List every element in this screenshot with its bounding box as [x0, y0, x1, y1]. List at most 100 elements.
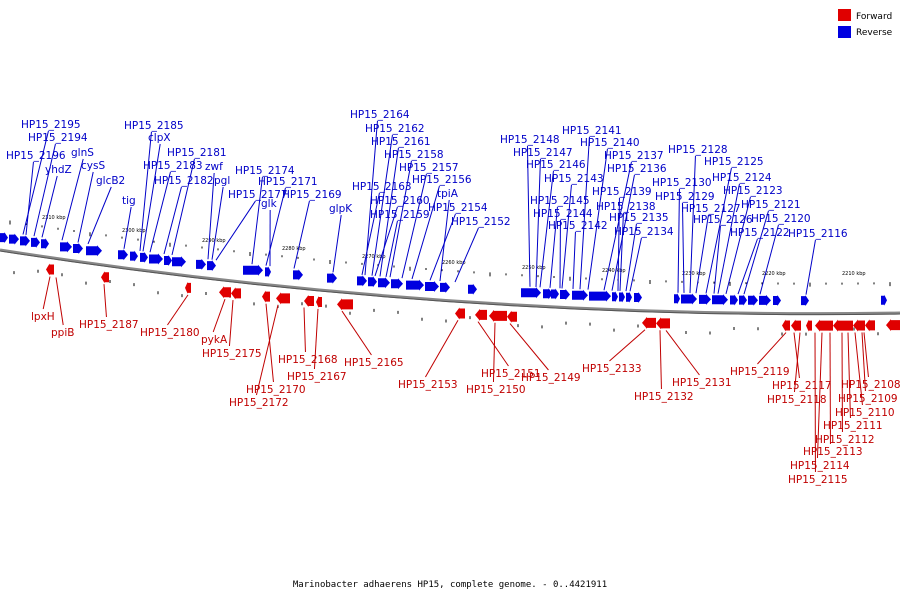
leader-line — [42, 276, 51, 310]
leader-line — [477, 321, 509, 367]
reverse-gene-label: HP15_2138 — [596, 201, 656, 213]
leader-line — [572, 231, 576, 289]
reverse-gene-arrow — [118, 249, 128, 261]
reverse-gene-arrow — [293, 269, 303, 281]
leader-line — [757, 332, 787, 365]
forward-gene-arrow — [46, 263, 54, 276]
leader-line — [22, 130, 49, 235]
leader-line — [425, 320, 459, 378]
reverse-gene-label: glcB2 — [96, 175, 125, 187]
scale-label: 2300 kbp — [122, 228, 146, 234]
leader-line — [492, 322, 496, 383]
map-caption: Marinobacter adhaerens HP15, complete ge… — [293, 580, 607, 590]
leader-line — [743, 210, 769, 295]
reverse-gene-label: HP15_2125 — [704, 156, 764, 168]
reverse-gene-arrow — [712, 294, 728, 306]
forward-gene-label: HP15_2180 — [140, 327, 200, 339]
reverse-gene-arrow — [560, 289, 570, 301]
scale-label: 2230 kbp — [682, 271, 706, 277]
reverse-gene-label: glnS — [71, 147, 94, 159]
leader-line — [561, 184, 572, 289]
leader-line — [411, 185, 440, 280]
forward-gene-arrow — [815, 319, 833, 332]
leader-line — [103, 284, 107, 318]
forward-gene-arrow — [231, 287, 241, 300]
leader-line — [215, 200, 256, 261]
reverse-gene-arrow — [0, 232, 8, 244]
leader-line — [793, 332, 800, 379]
leader-line — [361, 192, 380, 275]
reverse-gene-arrow — [612, 291, 618, 303]
forward-gene-label: HP15_2113 — [803, 446, 863, 458]
reverse-gene-label: HP15_2181 — [167, 147, 227, 159]
leader-line — [659, 330, 662, 390]
reverse-gene-label: HP15_2122 — [730, 227, 790, 239]
leader-line — [609, 329, 646, 362]
reverse-gene-arrow — [207, 260, 216, 272]
leader-line — [689, 155, 696, 294]
reverse-gene-arrow — [406, 279, 424, 291]
leader-line — [61, 158, 84, 241]
forward-gene-arrow — [782, 319, 790, 332]
reverse-gene-label: HP15_2163 — [352, 181, 412, 193]
forward-gene-label: HP15_2149 — [521, 372, 581, 384]
leader-line — [142, 143, 161, 252]
reverse-gene-arrow — [440, 281, 450, 293]
leader-line — [332, 214, 342, 273]
leader-line — [171, 158, 195, 256]
forward-gene-arrow — [853, 319, 865, 332]
reverse-gene-label: HP15_2177 — [228, 189, 288, 201]
reverse-gene-arrow — [391, 278, 403, 290]
leader-line — [385, 220, 398, 277]
reverse-gene-label: HP15_2156 — [412, 174, 472, 186]
reverse-gene-arrow — [243, 264, 263, 276]
leader-line — [854, 332, 863, 406]
forward-gene-label: HP15_2133 — [582, 363, 642, 375]
reverse-gene-label: HP15_2146 — [526, 159, 586, 171]
reverse-gene-arrow — [801, 295, 809, 307]
forward-gene-arrow — [806, 319, 812, 332]
scale-ticks — [9, 220, 891, 336]
leader-line — [41, 175, 58, 238]
leader-line — [163, 186, 182, 255]
reverse-gene-arrow — [739, 294, 747, 306]
forward-gene-label: HP15_2172 — [229, 397, 289, 409]
forward-gene-label: HP15_2119 — [730, 366, 790, 378]
forward-gene-arrow — [886, 319, 900, 332]
leader-line — [793, 332, 801, 393]
leader-line — [341, 310, 372, 356]
scale-label: 2240 kbp — [602, 268, 626, 274]
forward-gene-label: ppiB — [51, 327, 74, 339]
reverse-gene-label: HP15_2121 — [741, 199, 801, 211]
reverse-gene-arrow — [31, 236, 40, 248]
reverse-gene-arrow — [378, 277, 390, 289]
leader-line — [401, 173, 427, 279]
reverse-gene-arrow — [425, 280, 439, 292]
reverse-gene-arrow — [60, 241, 72, 253]
leader-line — [33, 143, 56, 237]
reverse-gene-label: clpX — [148, 132, 171, 144]
leader-line — [429, 213, 456, 281]
leader-line — [805, 239, 816, 295]
leader-line — [861, 332, 866, 392]
reverse-gene-label: HP15_2120 — [751, 213, 811, 225]
reverse-gene-arrow — [881, 294, 887, 306]
leader-line — [379, 147, 399, 277]
reverse-gene-label: HP15_2137 — [604, 150, 664, 162]
forward-gene-arrow — [833, 319, 853, 332]
label-leader-lines — [22, 120, 869, 473]
leader-line — [847, 332, 851, 419]
leader-line — [228, 300, 234, 347]
reverse-gene-label: HP15_2158 — [384, 149, 444, 161]
leader-line — [207, 172, 215, 260]
reverse-gene-arrow — [130, 250, 138, 262]
forward-gene-arrow — [337, 298, 353, 311]
leader-line — [211, 186, 224, 260]
reverse-gene-label: HP15_2152 — [451, 216, 511, 228]
reverse-gene-arrow — [20, 235, 30, 247]
scale-label: 2250 kbp — [522, 265, 546, 271]
reverse-gene-label: HP15_2126 — [693, 214, 753, 226]
leader-line — [629, 237, 642, 292]
reverse-gene-arrow — [73, 243, 83, 255]
